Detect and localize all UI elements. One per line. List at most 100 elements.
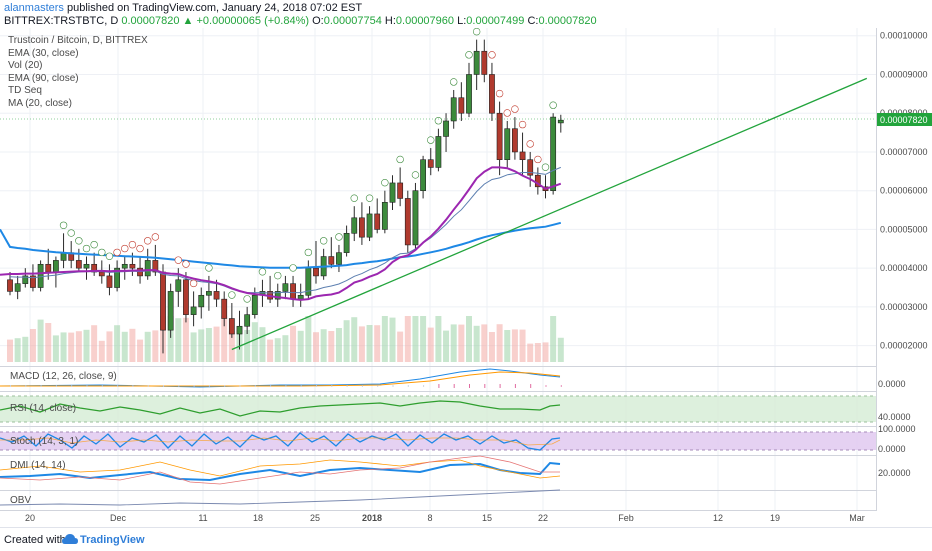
td-seq-marker [335,233,343,241]
macd-histogram-bar [423,385,425,387]
td-seq-marker [304,248,313,257]
volume-bar [358,326,365,362]
stoch-title[interactable]: Stoch (14, 3, 1) [10,436,79,447]
candle-body [22,275,29,284]
volume-bar [259,327,266,362]
pane-separator [0,490,876,491]
candle-body [236,325,243,335]
chart-canvas[interactable]: 0.000100000.000090000.000080000.00007000… [0,28,932,524]
candle-body [366,213,373,238]
price-tick-label: 0.00005000 [880,224,928,234]
macd-histogram-bar [40,385,42,387]
tradingview-cloud-icon [62,534,78,544]
candle-body [297,294,304,300]
volume-bar [443,330,450,362]
td-seq-marker [495,89,504,98]
candle-body [397,182,404,199]
tradingview-link[interactable]: TradingView [80,534,145,546]
candle-body [114,267,120,288]
candlestick-series [7,39,564,354]
pane-separator [0,510,876,511]
candle-body [389,182,396,203]
macd-pane [0,368,562,388]
candle-body [489,74,495,114]
time-axis[interactable]: 20 Dec 11 18 25 2018 8 15 22 Feb 12 19 Mar [25,513,865,523]
macd-histogram-bar [300,385,302,387]
legend-item[interactable]: MA (20, close) [8,97,72,109]
pane-separator [0,391,876,392]
td-seq-marker [541,163,550,171]
candle-body [458,97,465,114]
candle-body [244,314,251,327]
volume-bar [83,329,90,362]
volume-bar [511,329,518,362]
macd-title[interactable]: MACD (12, 26, close, 9) [10,371,117,382]
macd-histogram-bar [361,385,363,387]
candle-body [282,283,289,292]
volume-bar [534,343,541,362]
candle-body [328,256,335,265]
td-seq-marker [465,51,473,59]
td-seq-marker [136,244,144,253]
series-legend: Trustcoin / Bitcoin, D, BITTREX EMA (30,… [8,35,148,111]
macd-histogram-bar [545,385,547,387]
candle-body [557,119,564,124]
candle-body [420,159,426,191]
candle-body [106,275,113,288]
td-seq-marker [411,171,420,179]
candle-body [481,50,488,75]
td-seq-marker [113,248,121,257]
macd-histogram-bar [331,385,333,387]
td-seq-marker [243,295,251,303]
macd-histogram-bar [392,385,394,387]
volume-bar [45,323,52,362]
volume-bar [496,324,503,362]
volume-bar [60,332,67,362]
td-seq-marker [75,237,83,245]
volume-bar [343,320,350,362]
legend-item[interactable]: Trustcoin / Bitcoin, D, BITTREX [8,35,148,46]
legend-item[interactable]: EMA (30, close) [8,47,79,59]
candle-body [37,263,44,288]
macd-histogram-bar [25,385,27,387]
candle-body [75,260,82,269]
macd-histogram-bar [285,385,287,387]
td-seq-marker [182,260,190,268]
td-seq-marker [289,264,297,272]
footer: Created with TradingView [0,527,932,551]
publish-header: alanmasters published on TradingView.com… [0,0,932,28]
trendline[interactable] [231,77,868,351]
td-seq-marker [258,268,267,276]
legend-item[interactable]: TD Seq [8,85,42,97]
rsi-title[interactable]: RSI (14, close) [10,403,77,414]
author-link[interactable]: alanmasters [4,2,64,14]
candle-body [129,263,136,269]
volume-bar [129,328,136,362]
macd-histogram-bar [239,385,241,387]
ma20-line [0,166,562,301]
obv-title[interactable]: OBV [10,495,32,506]
volume-bar [297,330,304,362]
volume-bar [221,316,228,362]
td-seq-markers [59,28,557,303]
candle-body [351,217,358,234]
candle-body [52,260,59,273]
td-seq-marker [526,140,534,148]
td-seq-marker [396,155,404,164]
volume-bar [550,316,557,362]
volume-bar [412,316,419,362]
volume-bar [488,332,495,362]
time-tick-label: 12 [713,513,723,523]
volume-bar [68,332,75,362]
dmi-title[interactable]: DMI (14, 14) [10,460,66,471]
macd-axis-label: 0.0000 [878,379,906,389]
time-tick-label: 8 [427,513,432,523]
td-seq-marker [503,109,511,117]
price-axis[interactable]: 0.000100000.000090000.000080000.00007000… [880,31,928,351]
stoch-axis-bot: 0.0000 [878,444,906,454]
legend-item[interactable]: EMA (90, close) [8,72,79,84]
candle-body [550,116,557,191]
volume-bar [427,327,434,362]
legend-item[interactable]: Vol (20) [8,60,43,72]
price-tick-label: 0.00003000 [880,302,928,312]
